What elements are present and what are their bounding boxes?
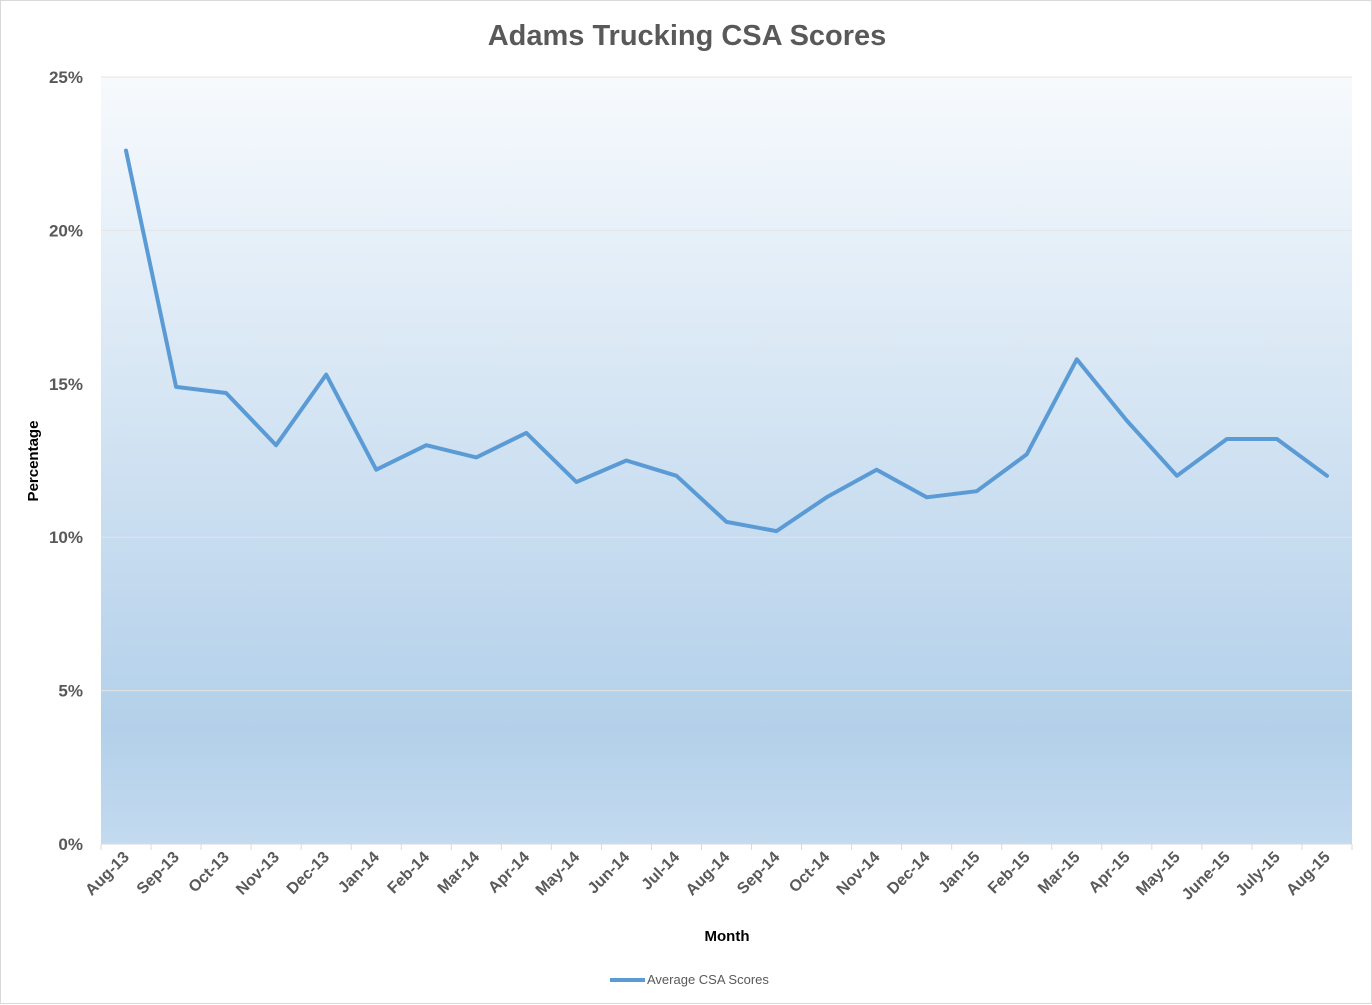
- gridlines: [101, 76, 1352, 692]
- x-tick-label: May-15: [1133, 849, 1183, 899]
- x-tick-label: Sep-13: [134, 849, 183, 898]
- y-axis-labels: 0% 5% 10% 15% 20% 25%: [49, 68, 83, 854]
- x-tick-label: July-15: [1233, 849, 1284, 900]
- y-tick-label: 0%: [58, 835, 83, 854]
- x-tick-label: Sep-14: [734, 849, 783, 898]
- x-tick-label: Nov-14: [834, 849, 884, 899]
- x-tick-label: Nov-13: [233, 849, 283, 899]
- x-tick-label: Dec-13: [284, 849, 333, 898]
- y-tick-label: 5%: [58, 682, 83, 701]
- x-axis-title: Month: [705, 928, 750, 945]
- x-tick-label: Oct-13: [186, 849, 233, 896]
- y-tick-label: 20%: [49, 221, 83, 240]
- x-tick-label: Mar-14: [435, 849, 484, 898]
- chart-title: Adams Trucking CSA Scores: [488, 20, 887, 52]
- y-tick-label: 15%: [49, 375, 83, 394]
- x-tick-label: Apr-14: [485, 849, 533, 897]
- series-line: [124, 148, 1329, 534]
- x-tick-label: Jul-14: [639, 849, 684, 894]
- x-tick-label: Aug-14: [683, 849, 733, 899]
- plot-area: [101, 77, 1352, 844]
- series-layer: [124, 148, 1329, 534]
- x-tick-label: Jan-15: [936, 849, 984, 897]
- legend: Average CSA Scores: [610, 972, 769, 987]
- x-tick-label: Oct-14: [786, 849, 833, 896]
- x-tick-label: May-14: [533, 849, 583, 899]
- x-tick-label: Aug-13: [82, 849, 132, 899]
- x-tick-label: June-15: [1179, 849, 1234, 904]
- x-axis-labels: Aug-13 Sep-13 Oct-13 Nov-13 Dec-13 Jan-14 Feb-…: [82, 849, 1333, 904]
- x-tick-label: Apr-15: [1086, 849, 1134, 897]
- x-tick-label: Feb-14: [385, 849, 434, 898]
- y-tick-label: 25%: [49, 68, 83, 87]
- y-axis-title: Percentage: [25, 421, 42, 502]
- x-tick-label: Dec-14: [884, 849, 933, 898]
- x-tick-label: Feb-15: [985, 849, 1034, 898]
- x-tick-label: Jun-14: [585, 849, 634, 898]
- legend-label: Average CSA Scores: [647, 972, 769, 987]
- x-tick-label: Aug-15: [1283, 849, 1333, 899]
- y-tick-label: 10%: [49, 528, 83, 547]
- x-axis: [100, 843, 1353, 850]
- x-tick-label: Jan-14: [335, 849, 383, 897]
- x-tick-label: Mar-15: [1035, 849, 1084, 898]
